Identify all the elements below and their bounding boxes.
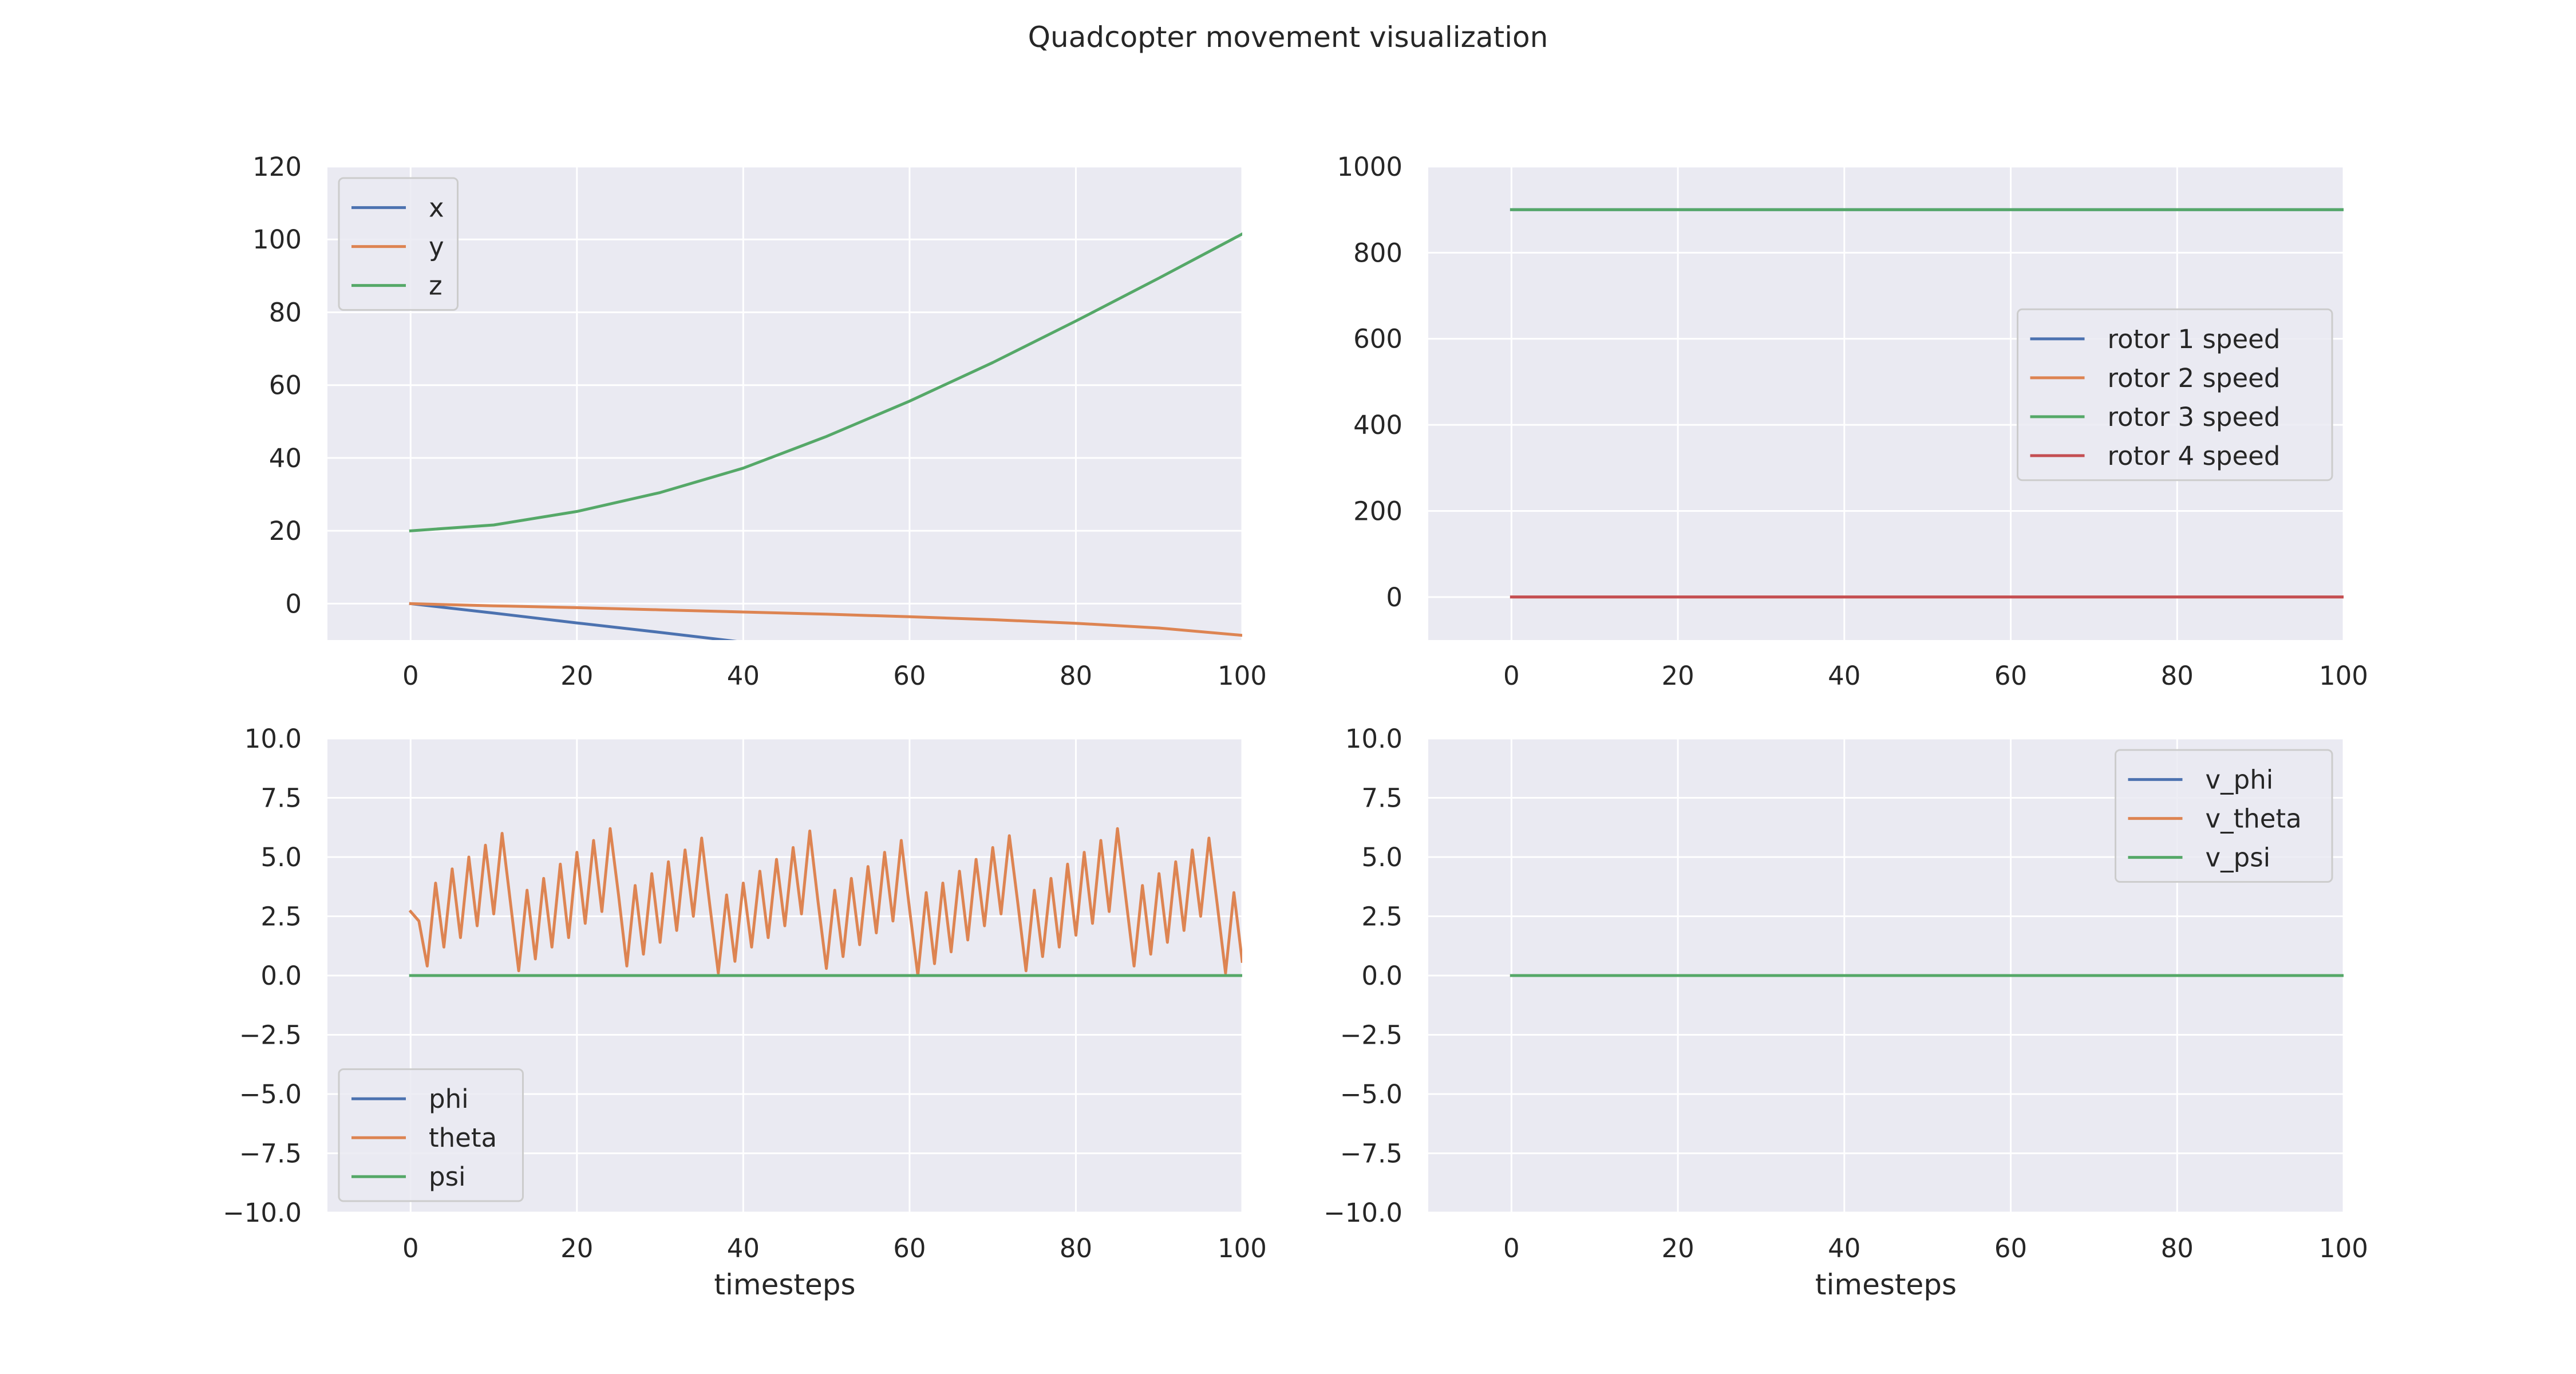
y-tick-label: −7.5 — [1340, 1139, 1402, 1169]
y-tick-label: 1000 — [1337, 152, 1402, 182]
y-tick-label: 5.0 — [260, 842, 302, 872]
x-tick-label: 100 — [1218, 1233, 1267, 1264]
y-tick-label: −10.0 — [1323, 1198, 1402, 1228]
y-tick-label: 0 — [1386, 582, 1402, 613]
legend-label-psi: psi — [429, 1162, 466, 1192]
x-tick-label: 40 — [727, 1233, 760, 1264]
legend-label-z: z — [429, 271, 442, 301]
series-group — [1510, 208, 2344, 599]
y-tick-label: 5.0 — [1361, 842, 1402, 872]
x-tick-label: 20 — [1661, 1233, 1694, 1264]
legend-label-theta: theta — [429, 1123, 497, 1153]
x-tick-label: 20 — [1661, 661, 1694, 691]
x-tick-label: 20 — [560, 1233, 593, 1264]
y-tick-label: 0 — [285, 589, 302, 619]
y-tick-label: 10.0 — [1345, 724, 1402, 754]
x-tick-label: 0 — [1503, 661, 1520, 691]
series-line-y — [409, 602, 1242, 637]
y-tick-label: 40 — [269, 443, 302, 473]
y-tick-label: 400 — [1353, 410, 1402, 440]
x-tick-label: 20 — [560, 661, 593, 691]
subplot-4: 0 20 40 60 80 100 −10.0 −7.5 −5.0 −2.5 0.0 2.5 5.0 7.… — [1323, 724, 2368, 1301]
y-tick-label: 0.0 — [260, 961, 302, 991]
x-tick-label: 80 — [1060, 661, 1092, 691]
legend-label-rotor-1-speed: rotor 1 speed — [2108, 324, 2281, 354]
y-tick-label: −2.5 — [1340, 1020, 1402, 1051]
legend-label-rotor-2-speed: rotor 2 speed — [2108, 363, 2281, 393]
series-group — [409, 232, 1242, 640]
series-line-x — [409, 602, 737, 640]
y-tick-label: 80 — [269, 297, 302, 327]
legend-frame — [338, 177, 459, 311]
y-tick-label: −5.0 — [239, 1079, 302, 1110]
y-tick-label: −5.0 — [1340, 1079, 1402, 1110]
y-tick-label: 20 — [269, 516, 302, 546]
legend-label-v-phi: v_phi — [2206, 765, 2274, 795]
legend-label-phi: phi — [429, 1084, 469, 1114]
y-tick-label: 2.5 — [1361, 902, 1402, 932]
plot-area — [327, 167, 1242, 640]
x-tick-label: 40 — [1828, 1233, 1860, 1264]
y-tick-label: −7.5 — [239, 1139, 302, 1169]
x-axis-label: timesteps — [714, 1268, 855, 1301]
x-axis-label: timesteps — [1815, 1268, 1957, 1301]
x-tick-label: 0 — [402, 1233, 419, 1264]
y-tick-label: 2.5 — [260, 902, 302, 932]
y-tick-label: 200 — [1353, 496, 1402, 526]
subplot-3: 0 20 40 60 80 100 −10.0 −7.5 −5.0 −2.5 0.0 2.5 5.0 7.… — [223, 724, 1267, 1301]
series-line-z — [409, 232, 1242, 532]
x-tick-label: 40 — [1828, 661, 1860, 691]
y-tick-label: 7.5 — [1361, 783, 1402, 814]
y-tick-label: 60 — [269, 370, 302, 401]
x-tick-label: 80 — [2161, 661, 2194, 691]
x-tick-label: 100 — [1218, 661, 1267, 691]
y-tick-label: 0.0 — [1361, 961, 1402, 991]
x-tick-label: 80 — [1060, 1233, 1092, 1264]
legend: v_phi v_theta v_psi — [2115, 749, 2333, 883]
x-tick-label: 60 — [1994, 1233, 2027, 1264]
legend-label-x: x — [429, 193, 444, 223]
figure-title: Quadcopter movement visualization — [1028, 21, 1548, 54]
y-tick-label: 600 — [1353, 324, 1402, 354]
y-tick-label: 120 — [252, 152, 302, 182]
legend-label-rotor-3-speed: rotor 3 speed — [2108, 402, 2281, 432]
legend: rotor 1 speed rotor 2 speed rotor 3 speed r… — [2017, 308, 2333, 481]
x-tick-label: 60 — [1994, 661, 2027, 691]
legend-frame — [2017, 308, 2333, 481]
legend-frame — [338, 1068, 524, 1202]
x-tick-label: 0 — [402, 661, 419, 691]
legend: phi theta psi — [338, 1068, 524, 1202]
series-group — [408, 827, 1242, 977]
series-line-theta — [408, 827, 1242, 977]
y-tick-label: −2.5 — [239, 1020, 302, 1051]
x-tick-label: 40 — [727, 661, 760, 691]
y-tick-label: −10.0 — [223, 1198, 302, 1228]
legend-frame — [2115, 749, 2333, 883]
x-tick-label: 60 — [893, 1233, 926, 1264]
x-tick-label: 80 — [2161, 1233, 2194, 1264]
x-tick-label: 60 — [893, 661, 926, 691]
y-tick-label: 100 — [252, 224, 302, 255]
legend-label-rotor-4-speed: rotor 4 speed — [2108, 441, 2281, 471]
x-tick-label: 100 — [2319, 661, 2368, 691]
subplot-1: 0 20 40 60 80 100 0 20 40 60 80 100 120 xyz — [252, 152, 1267, 691]
legend-label-v-psi: v_psi — [2206, 843, 2271, 873]
legend: xyz — [338, 177, 459, 311]
legend-label-y: y — [429, 232, 444, 262]
x-tick-label: 100 — [2319, 1233, 2368, 1264]
x-tick-label: 0 — [1503, 1233, 1520, 1264]
y-tick-label: 10.0 — [244, 724, 302, 754]
y-tick-label: 800 — [1353, 238, 1402, 268]
y-tick-label: 7.5 — [260, 783, 302, 814]
legend-label-v-theta: v_theta — [2206, 804, 2302, 834]
